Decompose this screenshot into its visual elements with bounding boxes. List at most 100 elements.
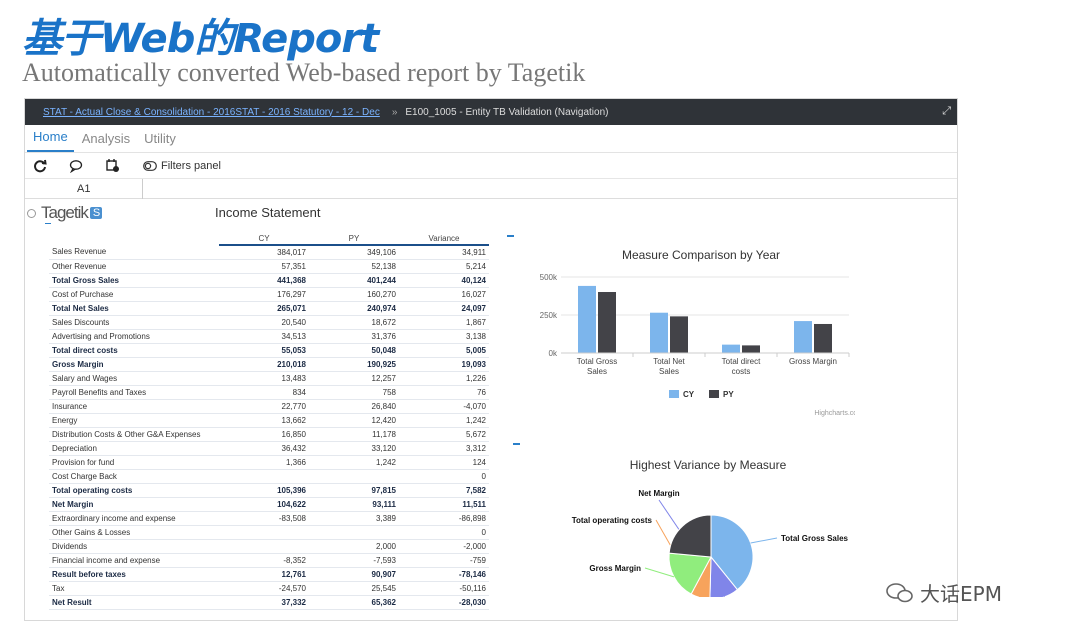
legend-swatch-py <box>709 390 719 398</box>
pie-label: Gross Margin <box>589 564 641 573</box>
table-row: Sales Revenue 384,017 349,106 34,911 <box>49 245 489 260</box>
table-row: Financial income and expense -8,352 -7,593… <box>49 553 489 568</box>
chart-title: Highest Variance by Measure <box>630 458 787 472</box>
cell-cy: -24,570 <box>219 581 309 596</box>
cell-cy: 20,540 <box>219 315 309 330</box>
breadcrumb-link[interactable]: STAT - Actual Close & Consolidation - 20… <box>43 106 380 118</box>
comments-icon[interactable] <box>67 157 85 175</box>
table-row: Other Revenue 57,351 52,138 5,214 <box>49 259 489 274</box>
pie-label: Total operating costs <box>572 516 653 525</box>
cell-cy: 104,622 <box>219 497 309 512</box>
logo-badge: S <box>89 207 103 219</box>
row-label: Cost Charge Back <box>49 469 219 484</box>
expand-icon[interactable]: ⤢ <box>942 105 951 117</box>
header-label-col <box>49 233 219 245</box>
cell-py: 758 <box>309 385 399 400</box>
report-content: Tagetik S Income Statement CY PY Variance… <box>25 199 957 610</box>
measure-comparison-chart: Measure Comparison by Year 0k 250k 500k Tota… <box>540 248 855 417</box>
breadcrumb-bar: STAT - Actual Close & Consolidation - 20… <box>25 99 957 125</box>
slide-title: 基于Web的Report <box>22 16 379 62</box>
row-label: Energy <box>49 413 219 428</box>
cell-variance: -2,000 <box>399 539 489 554</box>
cell-cy: 16,850 <box>219 427 309 442</box>
table-row: Provision for fund 1,366 1,242 124 <box>49 455 489 470</box>
menu-tabs: Home Analysis Utility <box>25 125 957 153</box>
cell-cy: 13,483 <box>219 371 309 386</box>
filters-panel-toggle[interactable]: Filters panel <box>143 160 221 172</box>
logo-text: Tagetik <box>41 203 89 222</box>
cell-variance: 1,242 <box>399 413 489 428</box>
table-row: Salary and Wages 13,483 12,257 1,226 <box>49 371 489 386</box>
table-row: Energy 13,662 12,420 1,242 <box>49 413 489 428</box>
bar-py <box>742 345 760 353</box>
cell-py: 31,376 <box>309 329 399 344</box>
row-label: Result before taxes <box>49 567 219 582</box>
collapse-handle-icon[interactable] <box>27 209 36 218</box>
x-tick-label: Total Gross Sales <box>577 357 617 376</box>
row-label: Cost of Purchase <box>49 287 219 302</box>
legend-label-py: PY <box>723 390 734 399</box>
pie-label: Net Margin <box>638 489 679 498</box>
table-row: Insurance 22,770 26,840 -4,070 <box>49 399 489 414</box>
cell-py: 190,925 <box>309 357 399 372</box>
tab-home[interactable]: Home <box>27 129 74 152</box>
chart-credit: Highcharts.com <box>814 410 855 417</box>
row-label: Other Revenue <box>49 259 219 274</box>
refresh-icon[interactable] <box>31 157 49 175</box>
row-label: Depreciation <box>49 441 219 456</box>
breadcrumb-current: E100_1005 - Entity TB Validation (Naviga… <box>405 106 609 118</box>
cell-cy: 55,053 <box>219 343 309 358</box>
breadcrumb-separator: » <box>391 106 398 118</box>
cell-py: 2,000 <box>309 539 399 554</box>
cell-py: 1,242 <box>309 455 399 470</box>
table-row: Total Gross Sales 441,368 401,244 40,124 <box>49 273 489 288</box>
collapse-chart-2-icon[interactable] <box>513 443 520 445</box>
watermark: 大话EPM <box>886 578 1002 607</box>
cell-variance: 124 <box>399 455 489 470</box>
cell-cy <box>219 539 309 554</box>
toolbar: Filters panel <box>25 153 957 179</box>
bar-cy <box>650 312 668 353</box>
cell-py: 401,244 <box>309 273 399 288</box>
cell-variance: 40,124 <box>399 273 489 288</box>
cell-cy: 176,297 <box>219 287 309 302</box>
cell-py: 26,840 <box>309 399 399 414</box>
row-label: Total direct costs <box>49 343 219 358</box>
bar-py <box>598 292 616 353</box>
cell-reference: A1 <box>77 183 91 195</box>
row-label: Net Margin <box>49 497 219 512</box>
cell-py: 160,270 <box>309 287 399 302</box>
row-label: Total operating costs <box>49 483 219 498</box>
table-row: Tax -24,570 25,545 -50,116 <box>49 581 489 596</box>
bar-py <box>814 323 832 353</box>
cell-py: 25,545 <box>309 581 399 596</box>
column-header-py: PY <box>309 233 399 246</box>
row-label: Net Result <box>49 595 219 610</box>
cell-cy: 441,368 <box>219 273 309 288</box>
cell-reference-box[interactable] <box>25 179 143 199</box>
bar-cy <box>578 285 596 353</box>
logo-underline <box>45 223 51 224</box>
legend-swatch-cy <box>669 390 679 398</box>
cell-variance: 1,867 <box>399 315 489 330</box>
table-row: Total direct costs 55,053 50,048 5,005 <box>49 343 489 358</box>
row-label: Sales Discounts <box>49 315 219 330</box>
cell-py <box>309 469 399 484</box>
cell-variance: 3,138 <box>399 329 489 344</box>
pie-slice <box>668 514 712 558</box>
cell-cy: 22,770 <box>219 399 309 414</box>
collapse-chart-1-icon[interactable] <box>507 235 514 237</box>
tab-utility[interactable]: Utility <box>144 131 176 146</box>
x-tick-label: Gross Margin <box>789 357 837 366</box>
table-row: Sales Discounts 20,540 18,672 1,867 <box>49 315 489 330</box>
table-row: Cost Charge Back 0 <box>49 469 489 484</box>
cell-py: 240,974 <box>309 301 399 316</box>
tab-analysis[interactable]: Analysis <box>81 131 131 146</box>
y-tick-label: 250k <box>540 311 558 320</box>
calendar-lock-icon[interactable] <box>103 157 121 175</box>
cell-cy: 57,351 <box>219 259 309 274</box>
table-row: Depreciation 36,432 33,120 3,312 <box>49 441 489 456</box>
row-label: Total Gross Sales <box>49 273 219 288</box>
cell-cy <box>219 525 309 540</box>
bar-py <box>670 316 688 353</box>
